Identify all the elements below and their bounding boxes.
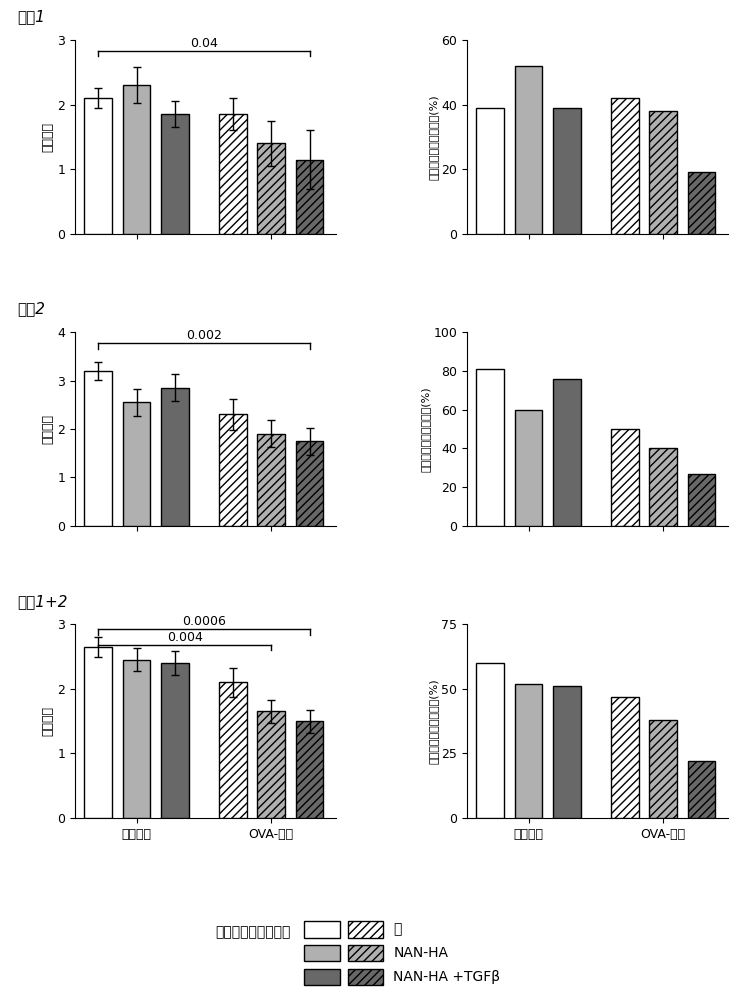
Bar (611, 697, 638, 818)
Bar (84, 647, 112, 818)
Y-axis label: 患有腹治的小鼠百分比(%): 患有腹治的小鼠百分比(%) (421, 386, 431, 472)
Bar (514, 684, 542, 818)
Bar (688, 761, 716, 818)
Bar (553, 108, 581, 234)
Text: 0.0006: 0.0006 (182, 615, 226, 628)
Y-axis label: 患有腹治的小鼠百分比(%): 患有腹治的小鼠百分比(%) (429, 94, 439, 180)
Bar (476, 663, 504, 818)
Bar (122, 85, 150, 234)
Text: 0.002: 0.002 (186, 329, 222, 342)
Bar (553, 686, 581, 818)
Bar (161, 114, 189, 234)
Bar (688, 474, 716, 526)
Bar (122, 402, 150, 526)
Bar (296, 160, 324, 234)
Y-axis label: 患有腹治的小鼠百分比(%): 患有腹治的小鼠百分比(%) (429, 678, 439, 764)
Bar (122, 660, 150, 818)
Bar (296, 721, 324, 818)
Bar (514, 66, 542, 234)
Bar (553, 379, 581, 526)
Bar (476, 108, 504, 234)
Bar (303, 921, 339, 938)
Text: NAN-HA +TGFβ: NAN-HA +TGFβ (394, 970, 500, 984)
Bar (650, 720, 677, 818)
Text: 0.004: 0.004 (167, 631, 203, 644)
Bar (514, 410, 542, 526)
Bar (258, 711, 285, 818)
Bar (258, 434, 285, 526)
Bar (348, 921, 384, 938)
Bar (219, 114, 246, 234)
Text: 断乳后的幼鼠方案：: 断乳后的幼鼠方案： (216, 926, 291, 940)
Text: 实验1: 实验1 (17, 9, 46, 24)
Bar (161, 663, 189, 818)
Y-axis label: 腹治分値: 腹治分値 (41, 414, 55, 444)
Text: 实验2: 实验2 (17, 302, 46, 317)
Bar (348, 969, 384, 985)
Y-axis label: 腹治分値: 腹治分値 (41, 122, 55, 152)
Bar (650, 448, 677, 526)
Bar (296, 441, 324, 526)
Bar (219, 682, 246, 818)
Bar (161, 388, 189, 526)
Bar (303, 969, 339, 985)
Text: 0.04: 0.04 (190, 37, 218, 50)
Bar (348, 945, 384, 961)
Bar (476, 369, 504, 526)
Bar (611, 98, 638, 234)
Bar (84, 98, 112, 234)
Text: NAN-HA: NAN-HA (394, 946, 448, 960)
Bar (303, 945, 339, 961)
Text: 水: 水 (394, 923, 402, 937)
Y-axis label: 腹治分値: 腹治分値 (41, 706, 55, 736)
Text: 实验1+2: 实验1+2 (17, 594, 68, 609)
Bar (84, 371, 112, 526)
Bar (611, 429, 638, 526)
Bar (258, 143, 285, 234)
Bar (650, 111, 677, 234)
Bar (219, 414, 246, 526)
Bar (688, 172, 716, 234)
